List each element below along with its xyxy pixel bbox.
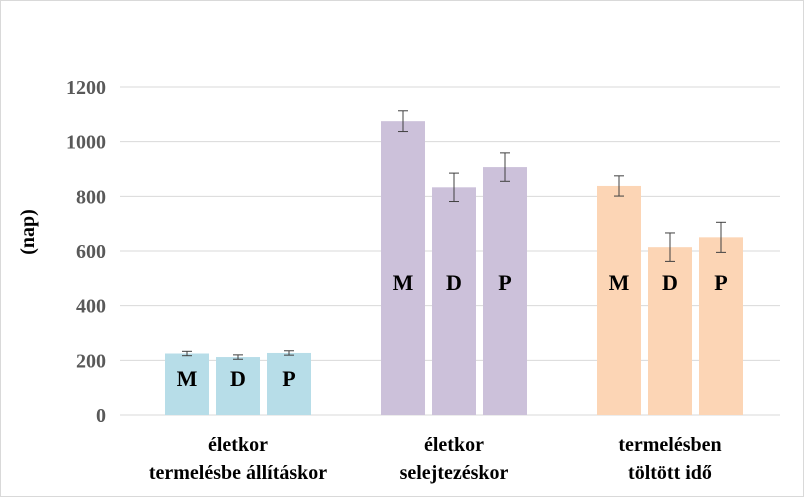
bar-label-D-2: D	[662, 270, 678, 295]
bar-label-P-2: P	[714, 270, 727, 295]
bar-M-0	[165, 353, 209, 415]
y-tick-label-1000: 1000	[66, 132, 106, 154]
bar-label-P-0: P	[282, 366, 295, 391]
bars: M D P M D P M D P	[165, 110, 743, 416]
bar-label-M-1: M	[393, 270, 414, 295]
category-label-2-line-1: töltött idő	[628, 462, 712, 484]
bar-P-0	[267, 352, 311, 415]
category-label-1-line-1: selejtezéskor	[400, 462, 509, 484]
bar-label-D-0: D	[230, 366, 246, 391]
bar-label-M-2: M	[609, 270, 630, 295]
bar-label-P-1: P	[498, 270, 511, 295]
bar-D-0	[216, 357, 260, 415]
bar-M-1	[381, 121, 425, 416]
category-labels: életkor termelésbe állításkor életkor selej…	[149, 434, 722, 484]
y-axis-label: (nap)	[17, 209, 39, 255]
bar-label-M-0: M	[177, 366, 198, 391]
y-tick-label-0: 0	[96, 405, 106, 427]
bar-P-2	[699, 237, 743, 415]
category-label-1-line-0: életkor	[424, 434, 484, 456]
y-tick-label-600: 600	[76, 241, 106, 263]
y-tick-label-200: 200	[76, 350, 106, 372]
category-label-0-line-1: termelésbe állításkor	[149, 462, 327, 484]
bar-label-D-1: D	[446, 270, 462, 295]
y-tick-label-1200: 1200	[66, 77, 106, 99]
category-label-2-line-0: termelésben	[618, 434, 721, 456]
category-label-0-line-0: életkor	[208, 434, 268, 456]
bar-P-1	[483, 167, 527, 415]
y-tick-label-800: 800	[76, 186, 106, 208]
bar-M-2	[597, 185, 641, 415]
bar-D-2	[648, 247, 692, 415]
bar-D-1	[432, 187, 476, 415]
y-tick-label-400: 400	[76, 296, 106, 318]
y-axis-ticks: 0 200 400 600 800 1000 1200	[66, 77, 106, 427]
